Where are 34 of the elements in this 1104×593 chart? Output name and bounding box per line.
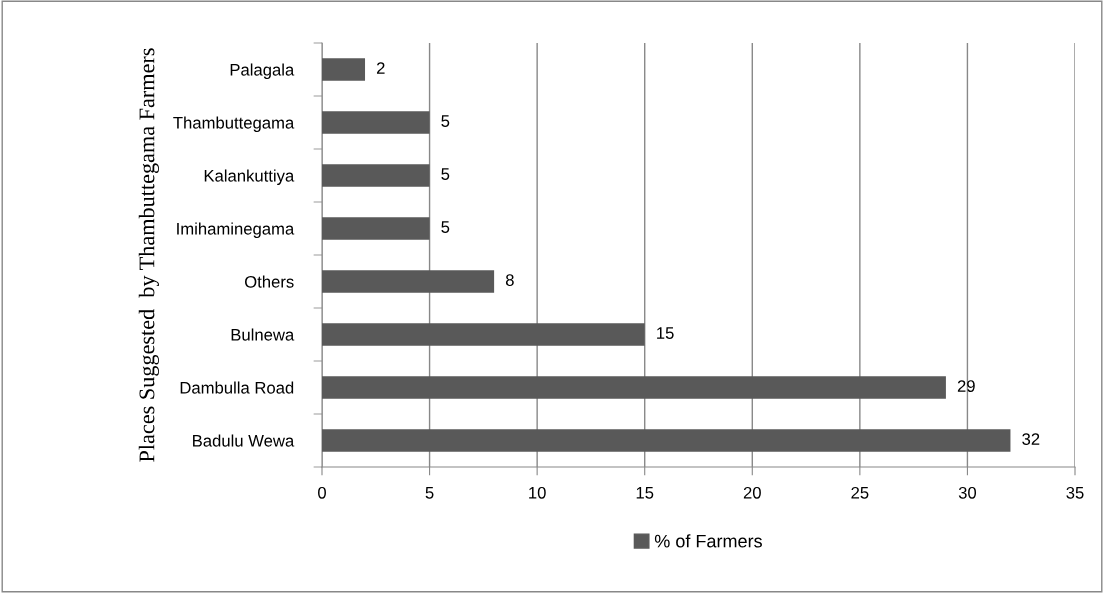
- y-axis-title: Places Suggested by Thambuttegama Farmers: [138, 48, 159, 462]
- data-label: 5: [441, 221, 450, 233]
- data-label: 8: [505, 274, 514, 286]
- y-tick-label: Dambulla Road: [180, 381, 294, 394]
- bar: [322, 58, 366, 81]
- x-tick-label: 30: [958, 486, 977, 499]
- data-label: 5: [441, 115, 450, 127]
- x-tick-label: 0: [318, 486, 326, 499]
- y-tick-label: Badulu Wewa: [193, 434, 295, 447]
- x-tick-label: 20: [743, 486, 761, 499]
- y-tick-label: Bulnewa: [231, 328, 295, 341]
- bar: [322, 323, 645, 346]
- x-tick-label: 5: [425, 487, 434, 499]
- y-tick-label: Imihaminegama: [177, 222, 295, 238]
- legend-label: % of Farmers: [654, 534, 762, 548]
- x-tick-label: 25: [851, 486, 869, 499]
- data-label: 5: [441, 168, 450, 180]
- y-tick-label: Others: [245, 275, 294, 288]
- bar: [322, 429, 1011, 452]
- data-label: 2: [376, 62, 385, 74]
- bar: [322, 270, 495, 293]
- y-tick-label: Palagala: [230, 63, 295, 79]
- data-label: 32: [1022, 433, 1040, 445]
- bar: [322, 217, 430, 240]
- x-tick-label: 35: [1066, 486, 1084, 499]
- data-label: 15: [657, 327, 674, 339]
- x-tick-label: 15: [636, 487, 654, 499]
- bar: [322, 164, 430, 187]
- data-label: 29: [957, 380, 975, 392]
- y-tick-label: Kalankuttiya: [204, 169, 295, 185]
- bar: [322, 376, 946, 399]
- x-tick-label: 10: [529, 486, 546, 499]
- y-tick-label: Thambuttegama: [173, 116, 295, 132]
- bar: [322, 111, 430, 134]
